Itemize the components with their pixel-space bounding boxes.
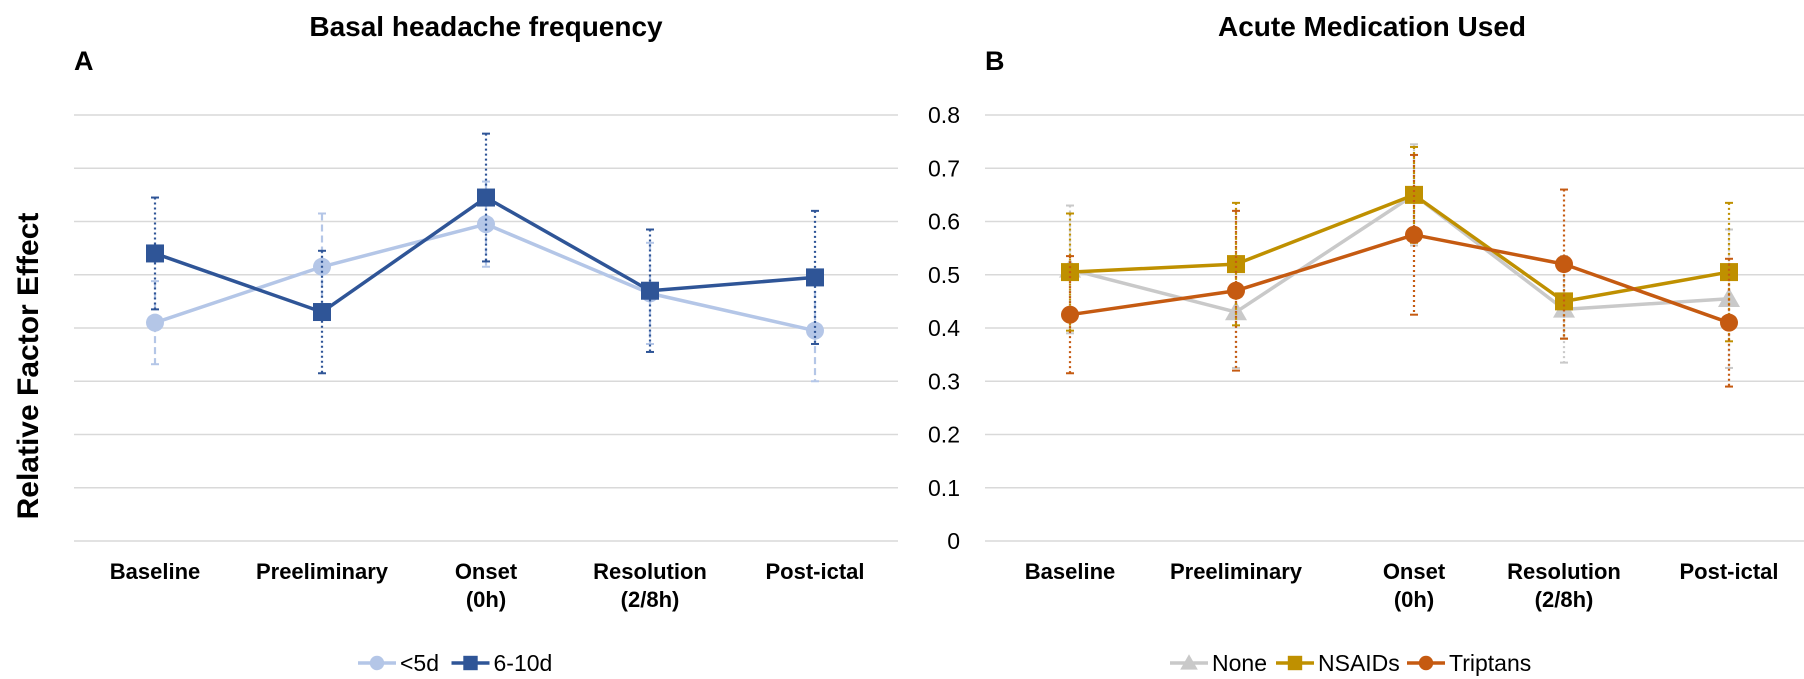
x-tick-label: Onset (0h): [1383, 559, 1446, 612]
data-point: [1720, 313, 1738, 332]
x-tick-label: Resolution (2/8h): [593, 559, 707, 612]
series-nsaids: [1061, 145, 1738, 343]
y-tick-label: 0.8: [928, 102, 960, 128]
x-tick-label: Post-ictal: [1679, 559, 1778, 584]
legend-marker: [1287, 655, 1303, 671]
x-tick-label: Preeliminary: [1170, 559, 1303, 584]
x-tick-label: Resolution (2/8h): [1507, 559, 1621, 612]
chart-title-b: Acute Medication Used: [1218, 11, 1526, 42]
x-tick-label: Baseline: [1025, 559, 1116, 584]
legend-marker: [369, 655, 385, 671]
legend-label: Triptans: [1449, 650, 1531, 676]
y-tick-label: 0.1: [928, 475, 960, 501]
data-point: [1405, 185, 1423, 204]
y-tick-label: 0.7: [928, 155, 960, 181]
series-line: [1069, 193, 1730, 314]
series-triptans: [1061, 153, 1738, 388]
y-tick-label: 0.5: [928, 262, 960, 288]
chart-panel-a: Basal headache frequency A Baseline Preel…: [74, 11, 898, 676]
legend: <5d 6-10d: [358, 650, 552, 676]
x-tick-label: Onset (0h): [455, 559, 518, 612]
data-point: [1227, 281, 1245, 300]
legend-label: NSAIDs: [1318, 650, 1400, 676]
x-tick-label: Post-ictal: [765, 559, 864, 584]
y-axis-label: Relative Factor Effect: [12, 213, 45, 520]
y-tick-label: 0.2: [928, 422, 960, 448]
x-tick-label: Preeliminary: [256, 559, 389, 584]
series-6-10d: [146, 132, 824, 375]
series-line: [1069, 193, 1730, 304]
data-point: [1718, 287, 1740, 307]
data-point: [1405, 225, 1423, 244]
data-point: [806, 268, 824, 287]
gridlines: [985, 114, 1804, 542]
legend-marker: [1418, 655, 1434, 671]
x-tick-label: Baseline: [110, 559, 201, 584]
y-tick-label: 0.3: [928, 368, 960, 394]
data-point: [1061, 305, 1079, 324]
legend-label: None: [1212, 650, 1267, 676]
legend-marker: [1180, 654, 1198, 670]
series-line: [1069, 233, 1730, 325]
data-point: [313, 303, 331, 322]
y-tick-label: 0: [947, 528, 960, 554]
data-point: [146, 313, 164, 332]
data-point: [1720, 263, 1738, 282]
data-point: [477, 188, 495, 207]
chart-title-a: Basal headache frequency: [309, 11, 663, 42]
y-tick-label: 0.6: [928, 209, 960, 235]
legend-marker: [463, 655, 478, 671]
data-point: [1227, 255, 1245, 274]
data-point: [806, 321, 824, 340]
series--5d: [146, 180, 824, 383]
chart-panel-b: Acute Medication Used B 0 0.1 0.2 0.3 0.4 0.5…: [928, 11, 1804, 676]
panel-letter-a: A: [74, 46, 94, 76]
series-none: [1059, 143, 1740, 369]
data-point: [1225, 301, 1247, 321]
legend: None NSAIDs Triptans: [1170, 650, 1531, 676]
data-point: [641, 281, 659, 300]
y-tick-label: 0.4: [928, 315, 960, 341]
legend-label: 6-10d: [494, 650, 553, 676]
legend-label: <5d: [400, 650, 439, 676]
panel-letter-b: B: [985, 46, 1005, 76]
data-point: [1555, 255, 1573, 274]
data-point: [146, 244, 164, 263]
